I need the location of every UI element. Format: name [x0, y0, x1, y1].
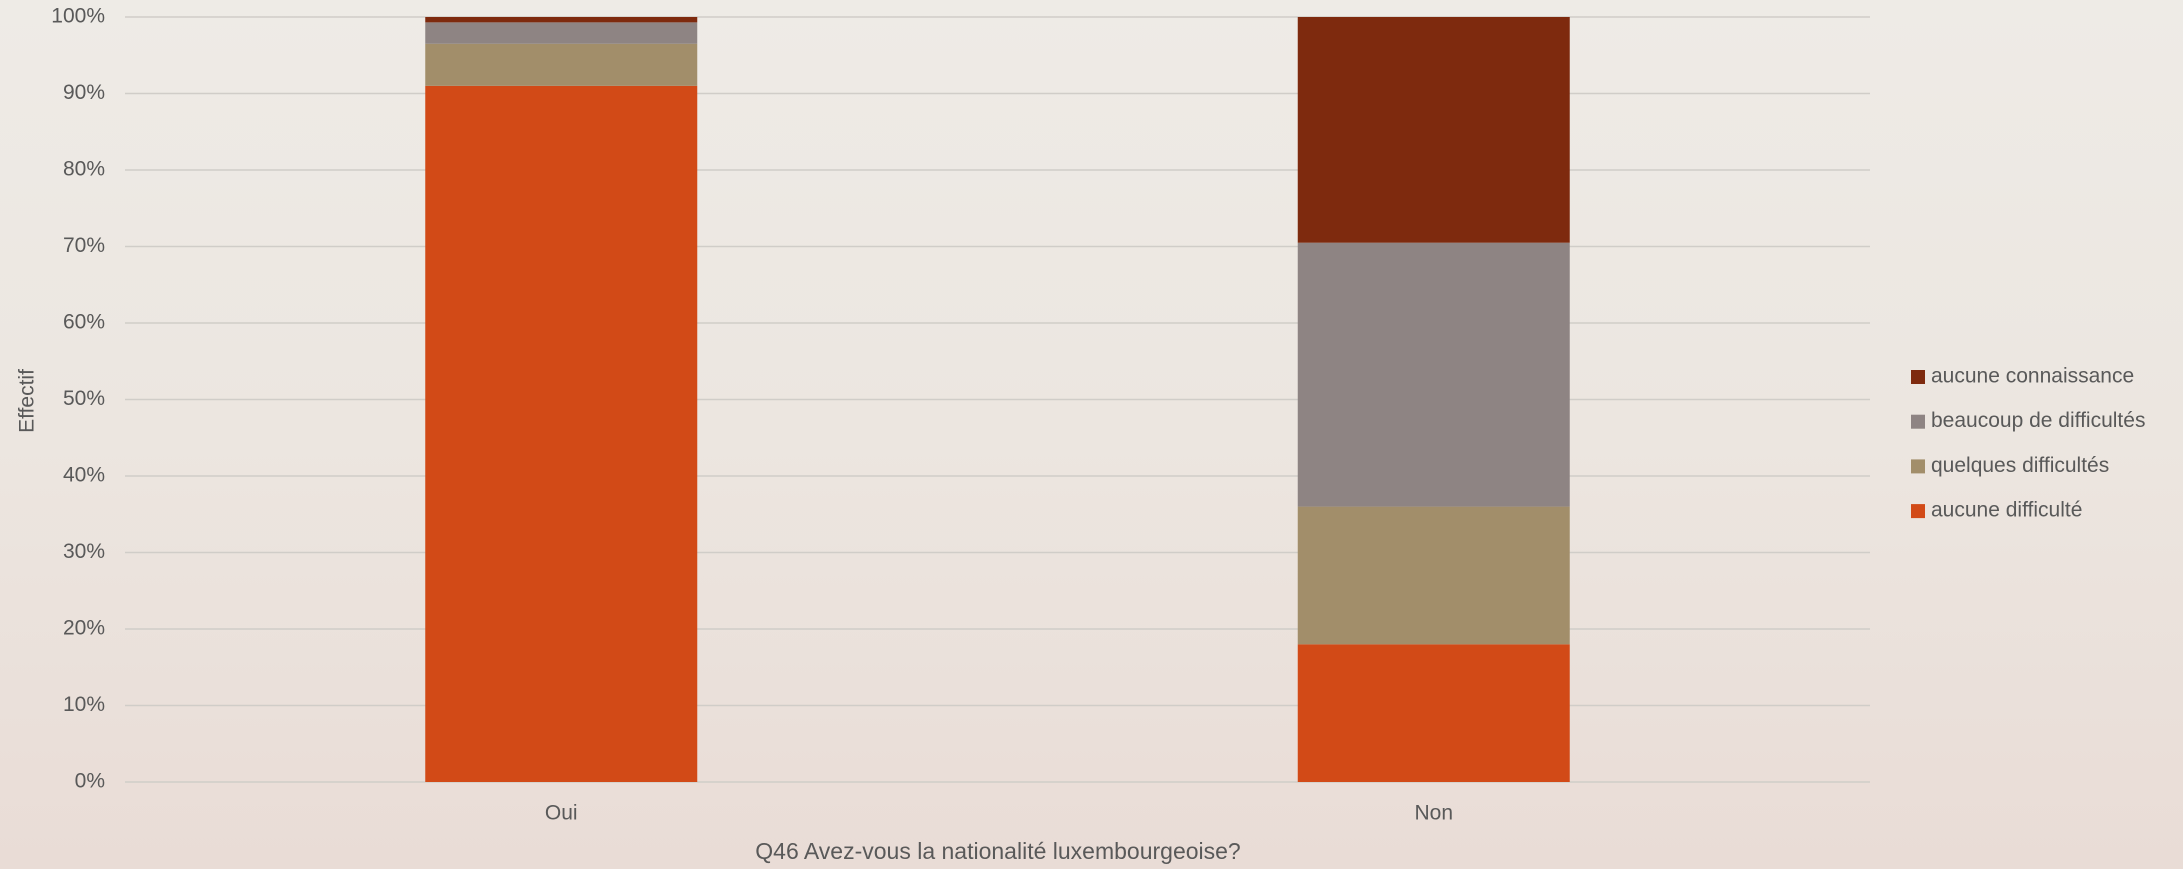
legend-label: quelques difficultés	[1931, 454, 2109, 477]
bar-segment	[1297, 506, 1570, 645]
y-tick-label: 40%	[63, 464, 105, 487]
y-tick-label: 100%	[51, 5, 105, 28]
bar-segment	[425, 43, 698, 86]
x-tick-label: Oui	[545, 802, 578, 825]
legend-label: beaucoup de difficultés	[1931, 409, 2145, 432]
legend-swatch	[1911, 504, 1925, 519]
bar-segment	[1297, 17, 1570, 243]
y-tick-label: 80%	[63, 158, 105, 181]
legend-swatch	[1911, 370, 1925, 384]
legend-swatch	[1911, 414, 1925, 429]
y-tick-label: 30%	[63, 540, 105, 563]
y-tick-label: 20%	[63, 617, 105, 640]
legend-label: aucune connaissance	[1931, 365, 2134, 388]
bar-segment	[425, 22, 698, 44]
x-tick-label: Non	[1414, 802, 1453, 825]
y-tick-label: 70%	[63, 234, 105, 257]
legend-label: aucune difficulté	[1931, 499, 2082, 522]
y-axis-title: Effectif	[16, 369, 39, 433]
y-tick-label: 10%	[63, 693, 105, 716]
bar-segment	[425, 85, 698, 783]
legend-swatch	[1911, 459, 1925, 474]
y-tick-label: 90%	[63, 81, 105, 104]
y-tick-label: 50%	[63, 387, 105, 410]
bar-segment	[1297, 644, 1570, 782]
x-axis-title: Q46 Avez-vous la nationalité luxembourge…	[755, 838, 1240, 864]
bar-segment	[1297, 242, 1570, 507]
y-tick-label: 0%	[75, 770, 105, 793]
bar-segment	[425, 17, 698, 23]
y-tick-label: 60%	[63, 311, 105, 334]
